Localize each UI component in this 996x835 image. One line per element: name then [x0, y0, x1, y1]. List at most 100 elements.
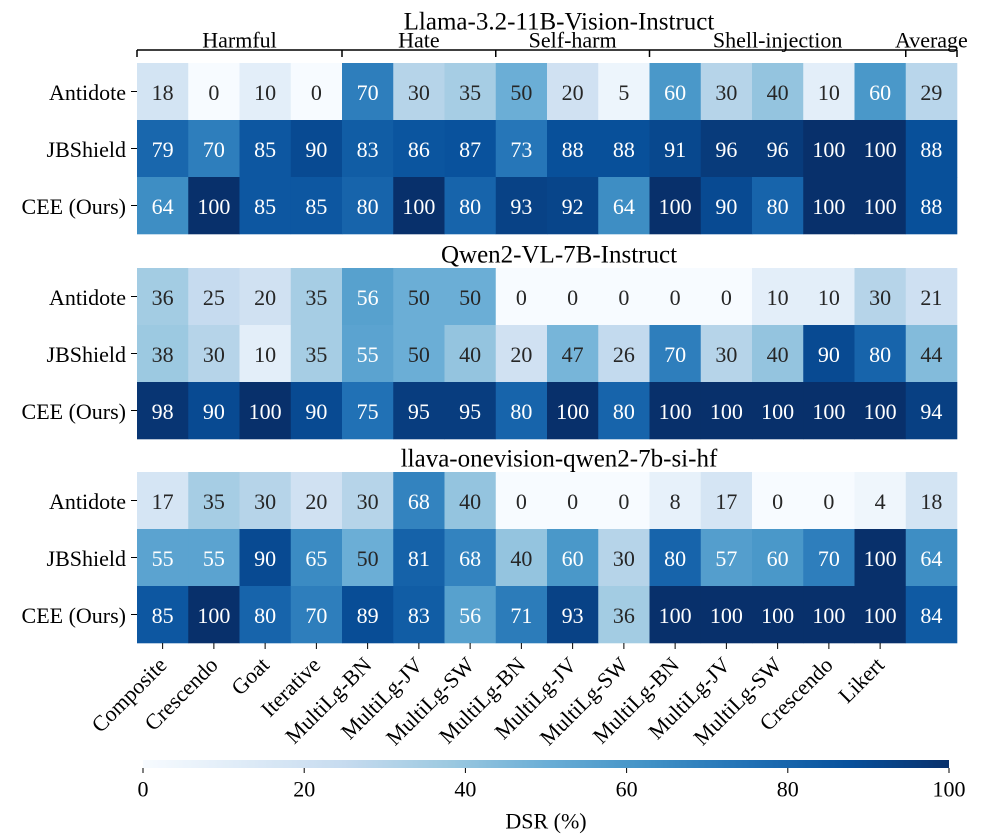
panel-title: Llama-3.2-11B-Vision-Instruct	[404, 9, 715, 36]
heatmap-cell	[342, 120, 394, 178]
cell-value-label: 90	[305, 137, 327, 162]
heatmap-cell	[495, 120, 548, 178]
heatmap-cell	[137, 382, 189, 440]
heatmap-cell	[137, 63, 189, 121]
cell-value-label: 80	[459, 194, 481, 219]
heatmap-cell	[342, 586, 394, 644]
cell-value-label: 0	[618, 489, 629, 514]
heatmap-cell	[803, 529, 855, 587]
heatmap-cell	[547, 177, 599, 235]
cell-value-label: 100	[249, 399, 282, 424]
cell-value-label: 95	[459, 399, 481, 424]
cell-value-label: 40	[767, 342, 789, 367]
cell-value-label: 87	[459, 137, 481, 162]
heatmap-cell	[137, 120, 189, 178]
row-label: JBShield	[47, 137, 126, 162]
heatmap-cell	[854, 472, 907, 530]
cell-value-label: 20	[562, 80, 584, 105]
heatmap-panel: llava-onevision-qwen2-7b-si-hf 17 35 30 20 30…	[22, 446, 958, 644]
row-label: CEE (Ours)	[22, 603, 126, 628]
cell-value-label: 80	[869, 342, 891, 367]
cell-value-label: 90	[818, 342, 840, 367]
heatmap-cell	[700, 529, 753, 587]
heatmap-cell	[803, 268, 855, 326]
cell-value-label: 0	[670, 285, 681, 310]
cell-value-label: 20	[254, 285, 276, 310]
cell-value-label: 96	[715, 137, 737, 162]
heatmap-cell	[854, 325, 907, 383]
cell-value-label: 80	[767, 194, 789, 219]
cell-value-label: 5	[618, 80, 629, 105]
panel-title: llava-onevision-qwen2-7b-si-hf	[401, 446, 718, 473]
heatmap-cell	[290, 529, 343, 587]
cell-value-label: 100	[197, 603, 230, 628]
cell-value-label: 60	[664, 80, 686, 105]
heatmap-cell	[854, 120, 907, 178]
cell-value-label: 50	[408, 342, 430, 367]
heatmap-cell	[239, 120, 292, 178]
cell-value-label: 70	[305, 603, 327, 628]
heatmap-cell	[290, 472, 343, 530]
heatmap-cell	[393, 120, 445, 178]
heatmap-cell	[649, 325, 702, 383]
cell-value-label: 50	[459, 285, 481, 310]
heatmap-cell	[342, 382, 394, 440]
heatmap-cell	[239, 529, 292, 587]
cell-value-label: 80	[510, 399, 532, 424]
heatmap-panel: Qwen2-VL-7B-Instruct 36 25 20 35 56 50 50 0 0 0 0 0 1…	[22, 242, 958, 440]
cell-value-label: 80	[664, 546, 686, 571]
heatmap-cell	[854, 268, 907, 326]
heatmap-cell	[239, 472, 292, 530]
cell-value-label: 100	[864, 194, 897, 219]
heatmap-cell	[495, 586, 548, 644]
cell-value-label: 100	[710, 399, 743, 424]
cell-value-label: 0	[618, 285, 629, 310]
heatmap-cell	[393, 268, 445, 326]
heatmap-cell	[547, 472, 599, 530]
heatmap-cell	[495, 529, 548, 587]
cell-value-label: 98	[152, 399, 174, 424]
cell-value-label: 100	[812, 399, 845, 424]
heatmap-cell	[290, 177, 343, 235]
heatmap-cell	[239, 325, 292, 383]
heatmap-cell	[444, 325, 497, 383]
cell-value-label: 86	[408, 137, 430, 162]
row-label: CEE (Ours)	[22, 399, 126, 424]
heatmap-cell	[495, 63, 548, 121]
cell-value-label: 60	[767, 546, 789, 571]
heatmap-cell	[752, 63, 804, 121]
heatmap-cell	[239, 177, 292, 235]
heatmap-cell	[495, 325, 548, 383]
heatmap-cell	[700, 382, 753, 440]
heatmap-cell	[290, 325, 343, 383]
heatmap-cell	[495, 177, 548, 235]
cell-value-label: 73	[510, 137, 532, 162]
cell-value-label: 30	[715, 342, 737, 367]
heatmap-cell	[854, 177, 907, 235]
cell-value-label: 57	[715, 546, 737, 571]
cell-value-label: 26	[613, 342, 635, 367]
column-label: Likert	[833, 652, 889, 708]
heatmap-cell	[547, 120, 599, 178]
heatmap-cell	[649, 177, 702, 235]
cell-value-label: 83	[357, 137, 379, 162]
cell-value-label: 0	[567, 285, 578, 310]
heatmap-cell	[188, 120, 240, 178]
cell-value-label: 0	[516, 285, 527, 310]
heatmap-cell	[393, 63, 445, 121]
cell-value-label: 100	[761, 399, 794, 424]
heatmap-cell	[444, 63, 497, 121]
heatmap-cell	[700, 472, 753, 530]
heatmap-cell	[393, 529, 445, 587]
cell-value-label: 100	[864, 399, 897, 424]
cell-value-label: 40	[459, 489, 481, 514]
heatmap-cell	[290, 268, 343, 326]
cell-value-label: 30	[613, 546, 635, 571]
cell-value-label: 55	[357, 342, 379, 367]
row-label: Antidote	[49, 80, 126, 105]
heatmap-cell	[188, 268, 240, 326]
cell-value-label: 100	[864, 137, 897, 162]
cell-value-label: 10	[818, 285, 840, 310]
